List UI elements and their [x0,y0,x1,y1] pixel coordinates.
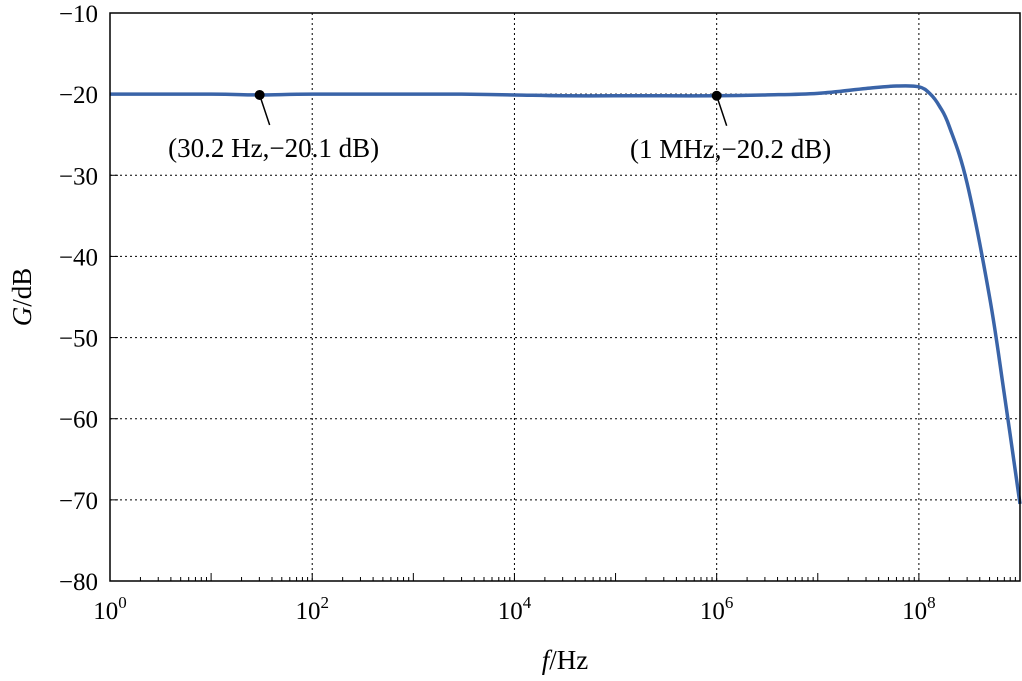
y-tick-label: −70 [59,488,98,515]
y-tick-label: −40 [59,244,98,271]
y-axis-label-symbol: G [7,307,37,327]
plot-frame [109,12,1021,582]
grid-lines [110,13,1020,581]
x-axis-label-unit: /Hz [549,645,588,675]
y-tick-label: −30 [59,163,98,190]
annotations-layer: (30.2 Hz,−20.1 dB) (1 MHz,−20.2 dB) [168,89,831,164]
y-tick-label: −20 [59,82,98,109]
y-tick-label: −50 [59,326,98,353]
annotation-marker [254,89,265,100]
series-layer [109,84,1022,505]
annotation-marker [711,90,722,101]
y-tick-label: −60 [59,407,98,434]
x-tick-label: 100 [93,593,127,625]
y-tick-label: −10 [59,1,98,28]
x-tick-label: 106 [700,593,734,625]
y-axis-label: G/dB [7,268,37,327]
y-axis-label-unit: /dB [7,268,37,307]
annotation-leader-line [258,94,271,126]
y-tick-labels: −10 −20 −30 −40 −50 −60 −70 −80 [59,1,98,596]
x-tick-labels: 100 102 104 106 108 [93,593,935,625]
annotation-label: (1 MHz,−20.2 dB) [630,134,831,164]
x-axis-label-symbol: f [542,645,553,675]
y-tick-label: −80 [59,569,98,596]
x-tick-label: 108 [902,593,936,625]
gain-curve [109,84,1022,505]
annotation-leader-line [715,95,728,127]
minor-ticks [109,12,1016,582]
x-axis-label: f/Hz [542,645,589,675]
x-tick-label: 102 [295,593,329,625]
annotation-label: (30.2 Hz,−20.1 dB) [168,133,379,163]
x-tick-label: 104 [498,593,532,625]
